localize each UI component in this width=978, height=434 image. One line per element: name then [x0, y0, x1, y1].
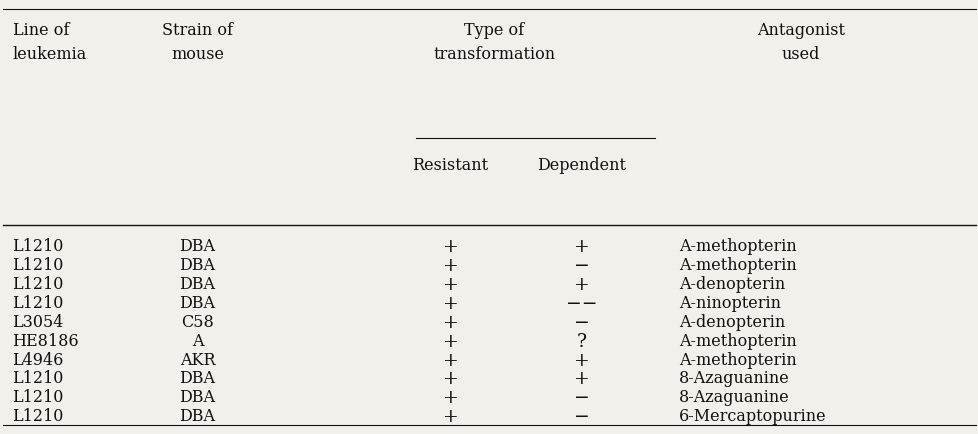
Text: L4946: L4946: [13, 352, 64, 368]
Text: L1210: L1210: [13, 371, 64, 388]
Text: +: +: [442, 257, 458, 275]
Text: L1210: L1210: [13, 295, 64, 312]
Text: −−: −−: [565, 295, 598, 313]
Text: +: +: [573, 352, 590, 370]
Text: Line of
leukemia: Line of leukemia: [13, 22, 87, 62]
Text: +: +: [573, 276, 590, 294]
Text: A-methopterin: A-methopterin: [679, 257, 796, 274]
Text: A-methopterin: A-methopterin: [679, 238, 796, 255]
Text: L1210: L1210: [13, 257, 64, 274]
Text: Resistant: Resistant: [412, 157, 488, 174]
Text: HE8186: HE8186: [13, 333, 79, 350]
Text: +: +: [442, 389, 458, 408]
Text: +: +: [442, 314, 458, 332]
Text: +: +: [442, 371, 458, 388]
Text: L1210: L1210: [13, 408, 64, 425]
Text: L3054: L3054: [13, 314, 64, 331]
Text: A-methopterin: A-methopterin: [679, 333, 796, 350]
Text: −: −: [573, 408, 590, 426]
Text: DBA: DBA: [179, 295, 215, 312]
Text: −: −: [573, 314, 590, 332]
Text: DBA: DBA: [179, 408, 215, 425]
Text: A-methopterin: A-methopterin: [679, 352, 796, 368]
Text: −: −: [573, 389, 590, 408]
Text: +: +: [442, 276, 458, 294]
Text: AKR: AKR: [180, 352, 215, 368]
Text: 8-Azaguanine: 8-Azaguanine: [679, 389, 789, 406]
Text: Type of
transformation: Type of transformation: [433, 22, 555, 62]
Text: A-denopterin: A-denopterin: [679, 314, 784, 331]
Text: DBA: DBA: [179, 389, 215, 406]
Text: Strain of
mouse: Strain of mouse: [161, 22, 233, 62]
Text: A-denopterin: A-denopterin: [679, 276, 784, 293]
Text: +: +: [442, 408, 458, 426]
Text: C58: C58: [181, 314, 213, 331]
Text: ?: ?: [576, 333, 587, 351]
Text: L1210: L1210: [13, 276, 64, 293]
Text: −: −: [573, 257, 590, 275]
Text: 8-Azaguanine: 8-Azaguanine: [679, 371, 789, 388]
Text: +: +: [573, 238, 590, 256]
Text: DBA: DBA: [179, 238, 215, 255]
Text: +: +: [573, 371, 590, 388]
Text: DBA: DBA: [179, 257, 215, 274]
Text: 6-Mercaptopurine: 6-Mercaptopurine: [679, 408, 826, 425]
Text: +: +: [442, 352, 458, 370]
Text: +: +: [442, 333, 458, 351]
Text: Antagonist
used: Antagonist used: [756, 22, 844, 62]
Text: DBA: DBA: [179, 371, 215, 388]
Text: Dependent: Dependent: [537, 157, 626, 174]
Text: +: +: [442, 295, 458, 313]
Text: +: +: [442, 238, 458, 256]
Text: L1210: L1210: [13, 389, 64, 406]
Text: DBA: DBA: [179, 276, 215, 293]
Text: L1210: L1210: [13, 238, 64, 255]
Text: A: A: [192, 333, 203, 350]
Text: A-ninopterin: A-ninopterin: [679, 295, 780, 312]
